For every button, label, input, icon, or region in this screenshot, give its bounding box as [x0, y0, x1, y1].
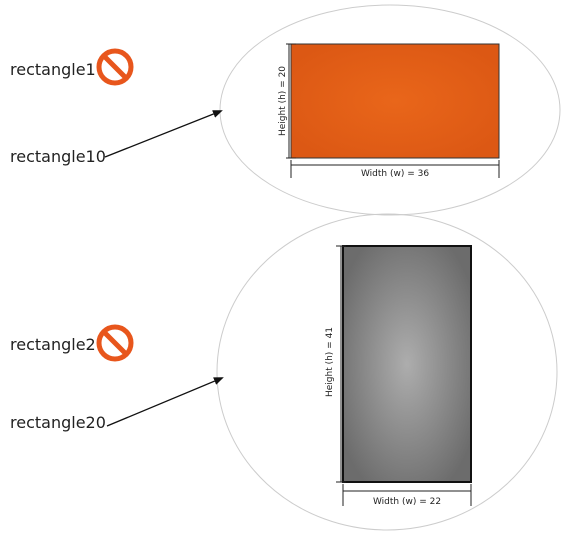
arrow-to-rect1: [104, 110, 223, 158]
rectangle10-label: rectangle10: [10, 147, 106, 166]
rect2-height-label: Height (h) = 41: [325, 327, 335, 397]
arrow-to-rect2: [106, 377, 224, 427]
rect2-width-label: Width (w) = 22: [373, 497, 441, 507]
rect1-height-label: Height (h) = 20: [278, 66, 288, 136]
rectangle20-label: rectangle20: [10, 413, 106, 432]
rect1-width-label: Width (w) = 36: [361, 169, 429, 179]
rect1-height-dimension: [286, 43, 296, 159]
zoom-ellipse-2: [216, 213, 558, 531]
rectangle2-label: rectangle2: [10, 335, 96, 354]
zoom-ellipse-1: [219, 4, 561, 216]
rect2-height-dimension: [336, 245, 346, 483]
rect2-width-dimension: [342, 484, 472, 506]
prohibited-icon: [96, 48, 134, 86]
prohibited-icon: [96, 324, 134, 362]
rectangle1-label: rectangle1: [10, 60, 96, 79]
rectangle-2-shape: [342, 245, 472, 483]
rect1-width-dimension: [290, 160, 500, 178]
rectangle-1-shape: [290, 43, 500, 159]
